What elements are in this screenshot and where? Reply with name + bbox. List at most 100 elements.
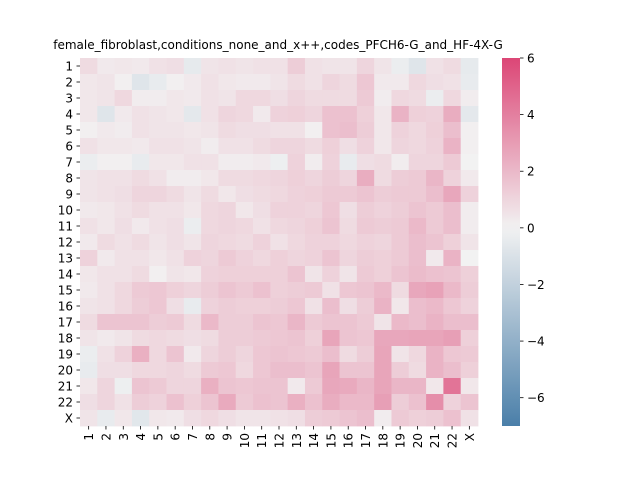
heatmap-cell (253, 298, 271, 315)
heatmap-cell (114, 250, 133, 267)
heatmap-cell (80, 74, 98, 91)
heatmap-cell (426, 138, 444, 155)
x-tick-label: 10 (238, 433, 252, 448)
heatmap-cell (270, 314, 289, 331)
heatmap-cell (443, 90, 462, 107)
heatmap-cell (80, 250, 98, 267)
heatmap-cell (270, 394, 289, 411)
heatmap-cell (201, 330, 219, 347)
heatmap-cell (218, 378, 237, 395)
y-tick-label: 2 (65, 76, 73, 90)
heatmap-cell (235, 170, 254, 187)
y-tick-label: 7 (65, 156, 73, 170)
heatmap-cell (235, 122, 254, 139)
heatmap-cell (97, 362, 115, 379)
heatmap-cell (183, 138, 202, 155)
heatmap-cell (287, 138, 306, 155)
heatmap-cell (97, 106, 115, 123)
heatmap-cell (270, 170, 289, 187)
heatmap-cell (391, 394, 410, 411)
heatmap-cell (97, 74, 115, 91)
heatmap-cell (218, 330, 237, 347)
heatmap-cell (149, 410, 167, 427)
heatmap-cell (287, 298, 306, 315)
heatmap-cell (131, 378, 150, 395)
y-tick-label: 4 (65, 108, 73, 122)
heatmap-cell (235, 298, 254, 315)
heatmap-cell (149, 122, 167, 139)
heatmap-cell (322, 250, 340, 267)
heatmap-cell (218, 298, 237, 315)
heatmap-cell (460, 234, 479, 251)
heatmap-cell (253, 186, 271, 203)
heatmap-cell (183, 250, 202, 267)
heatmap-cell (374, 170, 392, 187)
heatmap-cell (114, 362, 133, 379)
heatmap-cell (304, 314, 323, 331)
heatmap-cell (287, 394, 306, 411)
heatmap-cell (322, 170, 340, 187)
heatmap-cell (391, 170, 410, 187)
heatmap-cell (408, 266, 427, 283)
heatmap-cell (97, 202, 115, 219)
heatmap-cell (426, 362, 444, 379)
heatmap-cell (131, 202, 150, 219)
heatmap-cell (80, 202, 98, 219)
y-tick-label: 12 (58, 236, 73, 250)
heatmap-cell (235, 346, 254, 363)
heatmap-cell (287, 154, 306, 171)
heatmap-cell (183, 186, 202, 203)
heatmap-cell (408, 170, 427, 187)
heatmap-cell (183, 362, 202, 379)
heatmap-cell (80, 122, 98, 139)
heatmap-cell (97, 314, 115, 331)
heatmap-cell (149, 170, 167, 187)
heatmap-cell (460, 314, 479, 331)
heatmap-cell (287, 250, 306, 267)
x-tick-label: 12 (273, 433, 287, 448)
heatmap-cell (201, 154, 219, 171)
heatmap-cell (460, 250, 479, 267)
colorbar-tick-label: 6 (527, 52, 535, 66)
heatmap-cell (339, 154, 358, 171)
heatmap-cell (391, 362, 410, 379)
heatmap-cell (408, 330, 427, 347)
heatmap-cell (166, 138, 185, 155)
heatmap-cell (443, 58, 462, 75)
heatmap-cell (201, 378, 219, 395)
heatmap-cell (339, 106, 358, 123)
y-tick-label: 10 (58, 204, 73, 218)
heatmap-cell (97, 58, 115, 75)
heatmap-cell (80, 58, 98, 75)
heatmap-cell (460, 138, 479, 155)
heatmap-cell (339, 234, 358, 251)
heatmap-cell (183, 106, 202, 123)
heatmap-cell (201, 250, 219, 267)
heatmap-cell (443, 330, 462, 347)
heatmap-cell (149, 394, 167, 411)
heatmap-cell (322, 362, 340, 379)
x-axis-ticks: 1 2 3 4 5 6 7 8 9 10 11 12 13 14 15 16 17 18 19 20 21 22 X (82, 426, 477, 448)
heatmap-cell (80, 410, 98, 427)
y-tick-label: 6 (65, 140, 73, 154)
heatmap-cell (131, 362, 150, 379)
heatmap-cell (426, 170, 444, 187)
heatmap-cell (114, 346, 133, 363)
heatmap-cell (149, 330, 167, 347)
heatmap-cell (408, 138, 427, 155)
heatmap-cell (374, 90, 392, 107)
heatmap-cell (443, 250, 462, 267)
heatmap-cell (408, 218, 427, 235)
heatmap-cell (460, 362, 479, 379)
heatmap-cell (131, 154, 150, 171)
heatmap-cell (356, 298, 375, 315)
heatmap-cell (339, 170, 358, 187)
heatmap-cell (460, 202, 479, 219)
heatmap-cell (235, 394, 254, 411)
heatmap-cell (201, 186, 219, 203)
heatmap-cell (183, 298, 202, 315)
x-tick-label: 17 (359, 433, 373, 448)
heatmap-cell (270, 234, 289, 251)
heatmap-cell (426, 346, 444, 363)
heatmap-cell (374, 218, 392, 235)
